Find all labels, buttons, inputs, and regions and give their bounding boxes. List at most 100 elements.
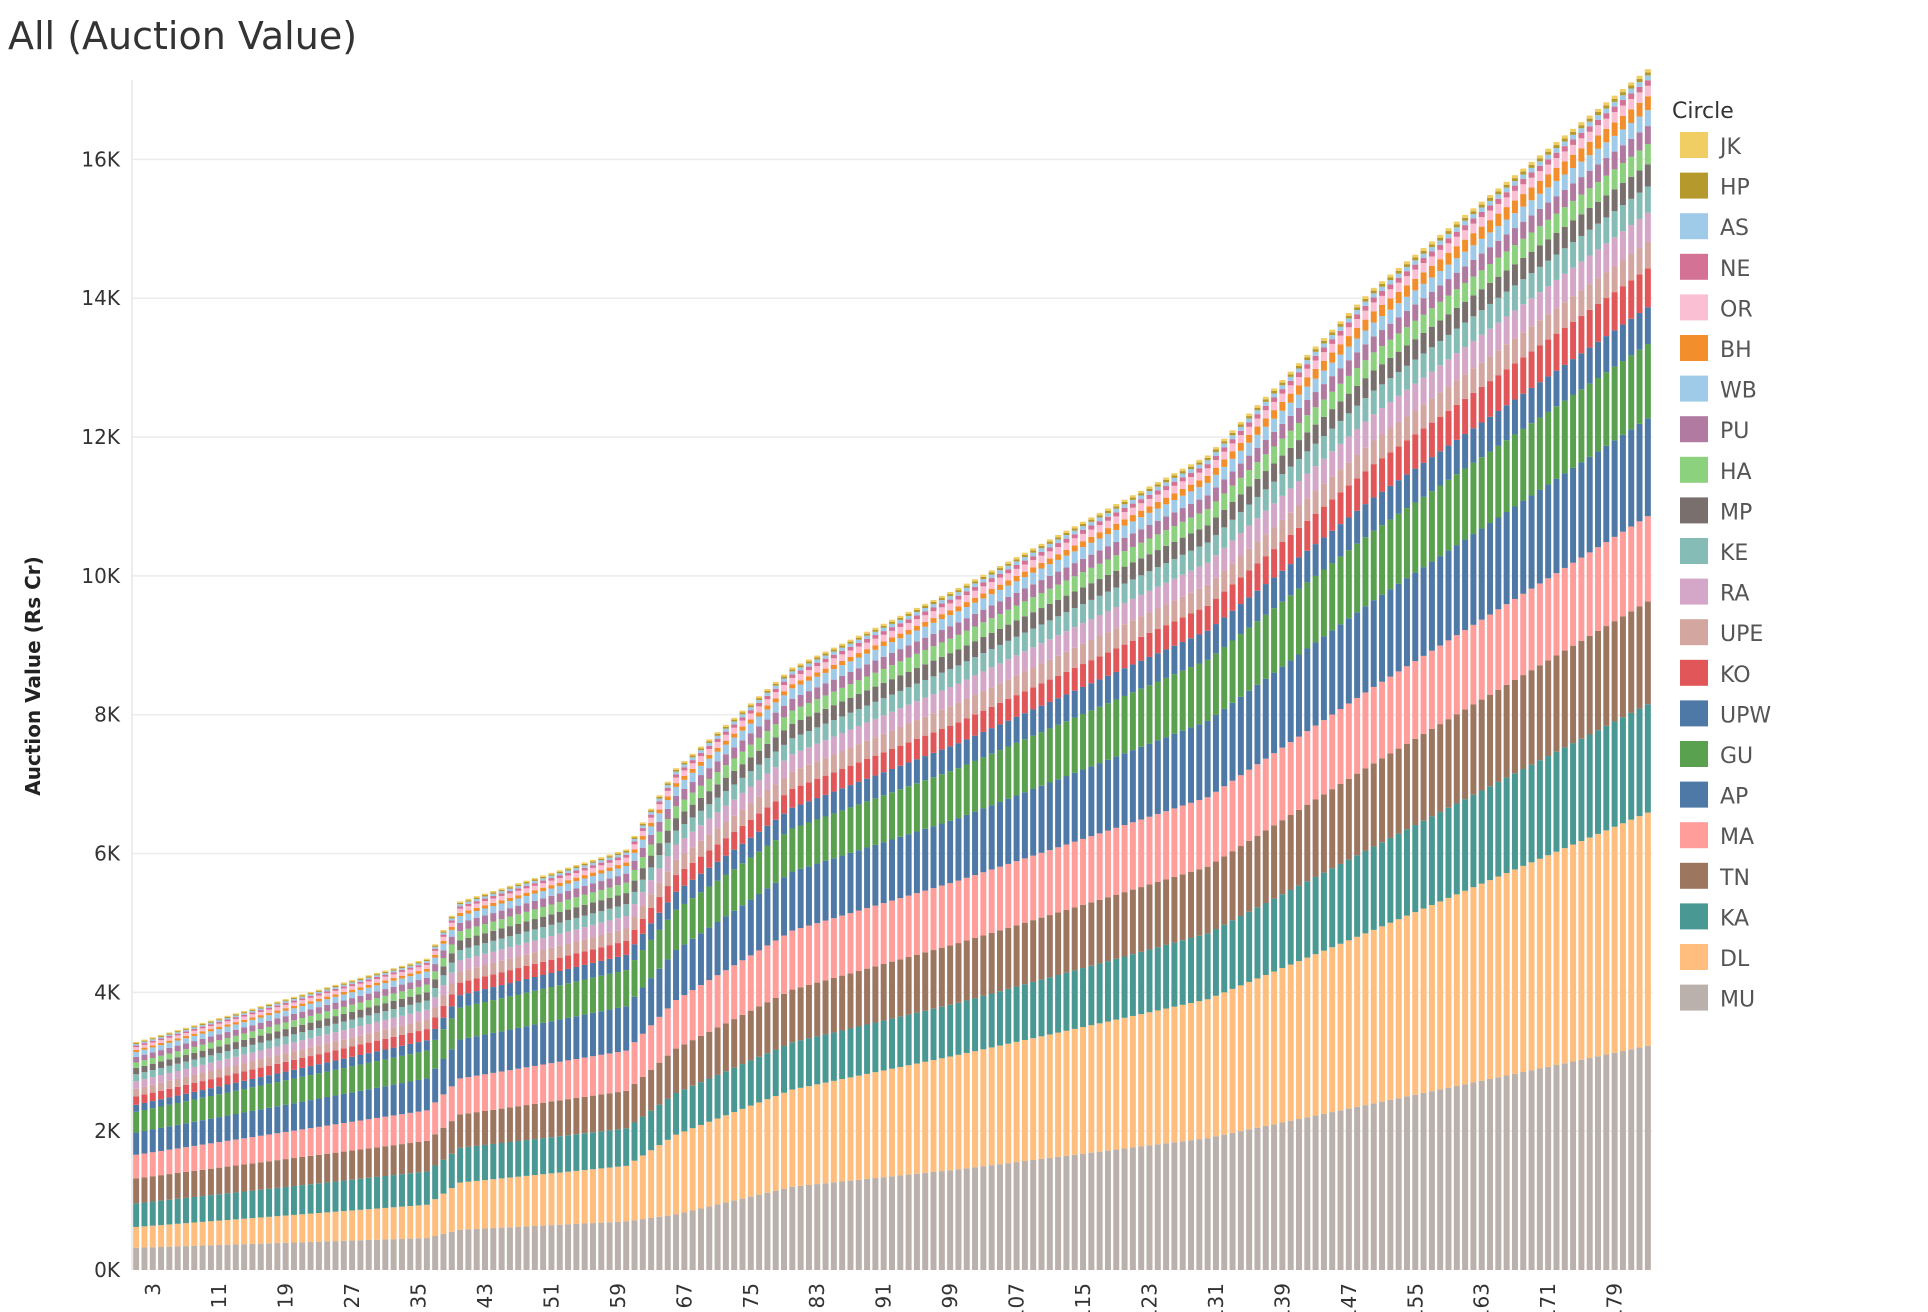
bar-segment-ha [158, 1055, 165, 1062]
bar-segment-mp [1237, 494, 1244, 513]
bar-segment-ra [1437, 365, 1444, 393]
bar-segment-or [1520, 184, 1527, 195]
bar-segment-hp [1287, 374, 1294, 377]
bar-segment-dl [1204, 999, 1211, 1139]
bar-segment-dl [897, 1066, 904, 1176]
bar-segment-hp [1487, 197, 1494, 201]
bar-segment-ko [365, 1042, 372, 1054]
bar-segment-ap [506, 1029, 513, 1071]
bar-segment-dl [1038, 1036, 1045, 1159]
bar-segment-mp [523, 921, 530, 932]
bar-segment-ko [1644, 268, 1651, 308]
bar-segment-gu [241, 1089, 248, 1113]
bar-segment-or [432, 950, 439, 955]
bar-segment-as [1511, 181, 1518, 186]
bar-segment-ma [1462, 630, 1469, 710]
bar-segment-bh [1586, 141, 1593, 156]
bar-segment-pu [1528, 215, 1535, 233]
bar-segment-upw [814, 798, 821, 820]
bar-segment-hp [706, 741, 713, 743]
bar-segment-upw [955, 743, 962, 769]
bar-segment-upe [889, 730, 895, 749]
bar-segment-mu [1262, 1125, 1269, 1270]
bar-segment-ke [299, 1032, 306, 1041]
bar-segment-bh [440, 940, 447, 944]
bar-segment-tn [257, 1162, 264, 1190]
bar-segment-ko [1246, 570, 1253, 598]
bar-segment-dl [382, 1207, 389, 1240]
bar-segment-ne [1038, 551, 1045, 556]
bar-segment-ma [1362, 692, 1369, 769]
bar-segment-ne [1312, 355, 1319, 361]
bar-segment-ma [473, 1075, 480, 1113]
bar-segment-ha [315, 1013, 322, 1021]
bar-segment-dl [689, 1128, 696, 1211]
bar-segment-mu [847, 1180, 854, 1270]
bar-segment-ka [1262, 902, 1269, 975]
bar-segment-upw [1354, 510, 1361, 544]
bar-segment-wb [515, 898, 522, 906]
bar-segment-ha [232, 1035, 239, 1043]
bar-segment-wb [913, 630, 920, 642]
bar-segment-ka [1337, 863, 1344, 944]
bar-segment-upw [1345, 517, 1352, 551]
bar-segment-ko [349, 1046, 356, 1057]
bar-segment-jk [1536, 155, 1543, 159]
bar-segment-as [457, 904, 464, 907]
bar-segment-ap [972, 811, 979, 876]
bar-segment-ko [789, 788, 796, 808]
bar-segment-or [1196, 472, 1203, 481]
bar-segment-gu [324, 1071, 331, 1097]
bar-segment-mp [839, 701, 846, 717]
bar-segment-upw [1146, 656, 1153, 686]
bar-segment-ra [515, 944, 522, 957]
bar-segment-ka [689, 1085, 696, 1129]
bar-segment-ne [266, 1007, 273, 1010]
bar-segment-bh [1287, 393, 1294, 403]
bar-segment-or [731, 727, 738, 734]
bar-segment-ap [623, 1006, 630, 1051]
bar-segment-ne [756, 703, 763, 707]
bar-segment-as [1320, 343, 1327, 348]
bar-segment-or [1478, 217, 1485, 227]
bar-segment-ke [1229, 519, 1236, 541]
bar-segment-mu [1487, 1078, 1494, 1270]
bar-segment-upw [789, 807, 796, 829]
bar-segment-ra [1204, 562, 1211, 585]
bar-segment-mu [880, 1177, 887, 1270]
bar-segment-or [872, 638, 879, 646]
bar-segment-as [357, 980, 364, 982]
bar-segment-ke [432, 988, 439, 998]
bar-segment-ko [1046, 679, 1053, 702]
bar-segment-or [822, 662, 829, 669]
bar-segment-tn [1104, 897, 1111, 962]
bar-segment-ko [739, 825, 746, 844]
bar-segment-hp [1536, 158, 1543, 162]
bar-segment-ap [1163, 737, 1170, 812]
bar-segment-ap [1046, 782, 1053, 851]
bar-segment-tn [1221, 856, 1228, 925]
bar-segment-ka [839, 1030, 846, 1080]
bar-segment-ke [797, 734, 804, 751]
bar-segment-jk [1046, 539, 1053, 542]
bar-segment-jk [1628, 82, 1635, 86]
bar-segment-gu [398, 1055, 405, 1084]
bar-segment-ap [1154, 740, 1161, 814]
bar-segment-hp [681, 762, 688, 765]
bar-segment-ha [1561, 207, 1568, 227]
bar-segment-upw [1287, 564, 1294, 596]
bar-segment-ka [631, 1122, 638, 1161]
bar-segment-ka [207, 1195, 214, 1222]
bar-segment-bh [1271, 410, 1278, 419]
bar-segment-dl [1262, 975, 1269, 1126]
bar-segment-mu [631, 1220, 638, 1270]
bar-segment-ke [1545, 260, 1552, 287]
bar-segment-ap [839, 855, 846, 916]
bar-segment-ko [199, 1081, 206, 1091]
bar-segment-pu [1445, 279, 1452, 296]
bar-segment-jk [855, 635, 862, 638]
bar-segment-dl [1437, 901, 1444, 1090]
bar-segment-gu [432, 1039, 439, 1069]
bar-segment-jk [1163, 477, 1170, 480]
bar-segment-ha [390, 993, 397, 1001]
